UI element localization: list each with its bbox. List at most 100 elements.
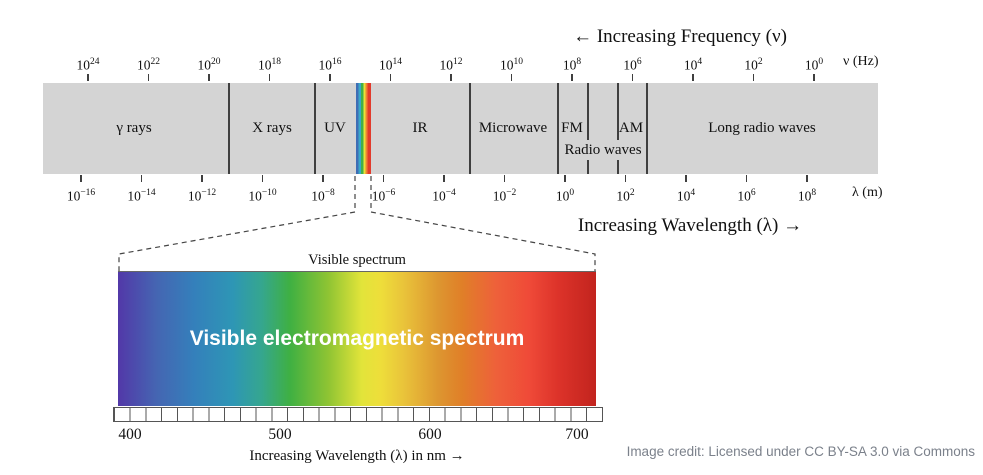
- power-of-ten-label: 102: [616, 188, 635, 204]
- ruler-tick-label-400: 400: [118, 426, 142, 443]
- axis-tick-mark: [813, 74, 815, 81]
- axis-tick-mark: [382, 175, 385, 182]
- axis-tick-mark: [80, 175, 82, 182]
- power-of-ten-label: 1016: [318, 57, 342, 73]
- nm-axis-label: Increasing Wavelength (λ) in nm →: [249, 448, 465, 464]
- axis-tick-mark: [752, 74, 755, 81]
- divider-am: [617, 83, 619, 174]
- axis-tick-mark: [261, 175, 264, 182]
- power-of-ten-tick: 102: [595, 175, 656, 204]
- power-of-ten-tick: 108: [777, 175, 838, 204]
- axis-tick-mark: [329, 74, 331, 81]
- axis-tick-mark: [564, 175, 566, 182]
- axis-tick-mark: [685, 175, 687, 182]
- power-of-ten-tick: 102: [723, 52, 784, 81]
- power-of-ten-tick: 106: [716, 175, 777, 204]
- power-of-ten-label: 10−16: [66, 188, 96, 204]
- power-of-ten-tick: 1020: [179, 52, 240, 81]
- ruler-tick-label-500: 500: [268, 426, 292, 443]
- region-label-microwave: Microwave: [478, 120, 548, 136]
- power-of-ten-tick: 10−2: [474, 175, 535, 204]
- power-of-ten-label: 1014: [379, 57, 402, 73]
- power-of-ten-label: 1018: [258, 57, 281, 73]
- axis-tick-mark: [624, 175, 627, 182]
- power-of-ten-label: 1024: [76, 57, 100, 73]
- axis-tick-mark: [571, 74, 573, 81]
- region-label-ir: IR: [412, 120, 428, 136]
- wavelength-ruler: [113, 407, 603, 422]
- axis-tick-mark: [503, 175, 506, 182]
- power-of-ten-label: 1020: [197, 57, 221, 73]
- axis-tick-mark: [389, 74, 392, 81]
- axis-tick-mark: [201, 175, 203, 182]
- ruler-tick-label-600: 600: [418, 426, 442, 443]
- power-of-ten-tick: 106: [602, 52, 663, 81]
- frequency-scale: 1024 1022 1020 1018 1016 1014 1012 1010 108 106 10…: [58, 52, 845, 81]
- divider-xray-uv: [314, 83, 316, 174]
- region-label-gamma-rays: γ rays: [116, 120, 152, 136]
- power-of-ten-label: 10−10: [248, 188, 277, 204]
- axis-tick-mark: [510, 74, 513, 81]
- axis-tick-mark: [631, 74, 634, 81]
- axis-tick-mark: [806, 175, 808, 182]
- power-of-ten-tick: 108: [542, 52, 603, 81]
- axis-tick-mark: [87, 74, 89, 81]
- divider-microwave-fm: [557, 83, 559, 174]
- region-label-x-rays: X rays: [252, 120, 292, 136]
- visible-spectrum-overlay-title: Visible electromagnetic spectrum: [189, 327, 525, 350]
- divider-fm: [587, 83, 589, 174]
- power-of-ten-label: 100: [555, 188, 575, 204]
- region-label-uv: UV: [324, 120, 346, 136]
- visible-spectrum-gradient: Visible electromagnetic spectrum: [118, 271, 596, 406]
- frequency-axis-title: ← Increasing Frequency (ν): [573, 26, 787, 47]
- power-of-ten-label: 1010: [500, 57, 523, 73]
- power-of-ten-label: 10−2: [492, 188, 517, 204]
- power-of-ten-tick: 10−6: [353, 175, 414, 204]
- power-of-ten-label: 10−14: [127, 188, 156, 204]
- power-of-ten-label: 102: [744, 57, 763, 73]
- power-of-ten-tick: 10−10: [232, 175, 293, 204]
- power-of-ten-tick: 100: [784, 52, 845, 81]
- region-label-radio-waves: Radio waves: [561, 140, 645, 160]
- power-of-ten-tick: 100: [535, 175, 596, 204]
- power-of-ten-tick: 1018: [239, 52, 300, 81]
- wavelength-scale: 10−16 10−14 10−12 10−10 10−8 10−6 10−4 10−2 100 1…: [51, 175, 838, 204]
- power-of-ten-tick: 1014: [360, 52, 421, 81]
- wavelength-axis-title: Increasing Wavelength (λ) →: [577, 215, 803, 236]
- power-of-ten-label: 106: [737, 188, 756, 204]
- wavelength-unit-label: λ (m): [852, 185, 883, 200]
- divider-gamma-xray: [228, 83, 230, 174]
- axis-tick-mark: [322, 175, 324, 182]
- visible-spectrum-caption: Visible spectrum: [308, 252, 406, 268]
- visible-light-strip: [356, 83, 371, 174]
- axis-tick-mark: [268, 74, 271, 81]
- spectrum-band: γ rays X rays UV IR Microwave FM AM Radi…: [43, 83, 878, 174]
- power-of-ten-tick: 1016: [300, 52, 361, 81]
- power-of-ten-tick: 10−14: [111, 175, 172, 204]
- region-label-long-radio-waves: Long radio waves: [708, 120, 816, 136]
- power-of-ten-label: 108: [562, 57, 582, 73]
- axis-tick-mark: [692, 74, 694, 81]
- axis-tick-mark: [443, 175, 445, 182]
- power-of-ten-tick: 10−4: [414, 175, 475, 204]
- power-of-ten-label: 104: [676, 188, 696, 204]
- image-credit: Image credit: Licensed under CC BY-SA 3.…: [626, 444, 975, 459]
- power-of-ten-tick: 104: [663, 52, 724, 81]
- power-of-ten-tick: 1012: [421, 52, 482, 81]
- axis-tick-mark: [450, 74, 452, 81]
- ruler-tick-label-700: 700: [565, 426, 589, 443]
- power-of-ten-label: 100: [804, 57, 824, 73]
- power-of-ten-tick: 1022: [118, 52, 179, 81]
- power-of-ten-tick: 10−12: [172, 175, 233, 204]
- region-label-am: AM: [618, 120, 644, 136]
- power-of-ten-label: 10−8: [311, 188, 335, 204]
- region-label-fm: FM: [561, 120, 583, 136]
- power-of-ten-label: 108: [797, 188, 817, 204]
- power-of-ten-label: 10−12: [187, 188, 217, 204]
- power-of-ten-tick: 10−8: [293, 175, 354, 204]
- axis-tick-mark: [147, 74, 150, 81]
- divider-ir-microwave: [469, 83, 471, 174]
- frequency-unit-label: ν (Hz): [843, 54, 879, 69]
- axis-tick-mark: [745, 175, 748, 182]
